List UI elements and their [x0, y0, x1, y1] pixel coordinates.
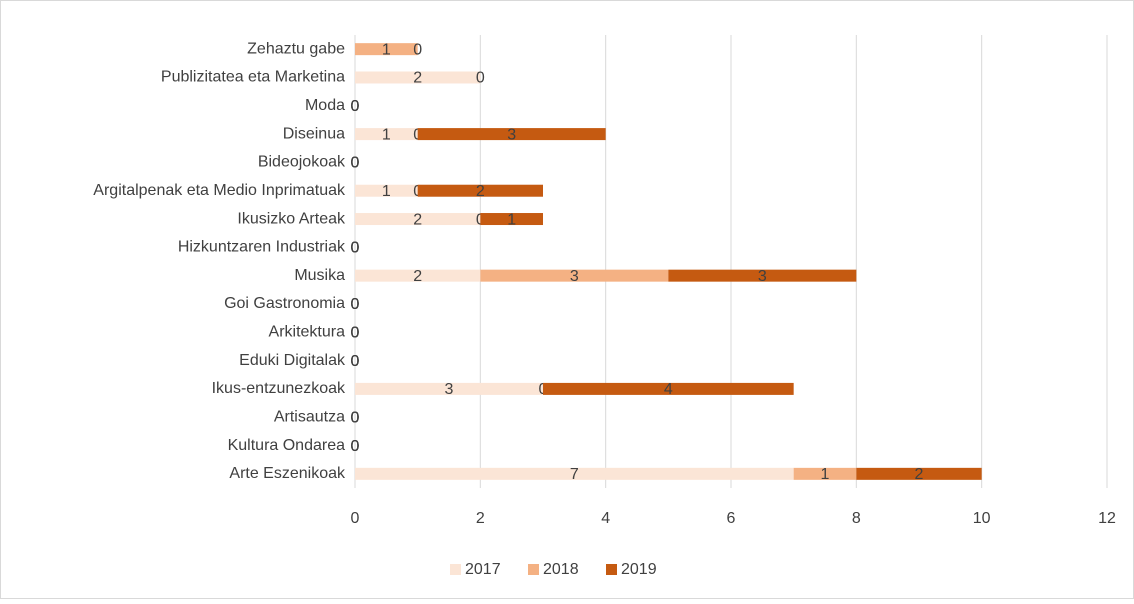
data-label: 2	[915, 466, 924, 483]
x-tick-label: 4	[601, 510, 610, 527]
y-tick-label: Kultura Ondarea	[228, 437, 346, 454]
legend-label: 2018	[543, 561, 579, 578]
y-tick-label: Hizkuntzaren Industriak	[178, 239, 346, 256]
legend-label: 2017	[465, 561, 501, 578]
data-label: 2	[413, 70, 422, 87]
data-label: 0	[351, 325, 360, 342]
y-tick-label: Musika	[294, 267, 345, 284]
bar-segment	[543, 382, 794, 395]
legend-swatch	[450, 564, 461, 575]
data-label: 0	[476, 70, 485, 87]
y-tick-label: Publizitatea eta Marketina	[161, 69, 345, 86]
data-label: 0	[351, 240, 360, 257]
data-label: 2	[413, 268, 422, 285]
data-label: 0	[351, 155, 360, 172]
bar-segment	[355, 467, 794, 480]
x-tick-label: 10	[973, 510, 991, 527]
x-tick-label: 8	[852, 510, 861, 527]
data-label: 0	[351, 353, 360, 370]
bar-segment	[355, 71, 481, 84]
data-label: 0	[351, 325, 360, 342]
bar-segment	[480, 269, 669, 282]
data-label: 3	[758, 268, 767, 285]
y-tick-label: Arkitektura	[269, 324, 346, 341]
y-tick-label: Moda	[305, 97, 345, 114]
data-label: 0	[351, 353, 360, 370]
data-label: 3	[445, 381, 454, 398]
x-tick-label: 0	[351, 510, 360, 527]
data-label: 0	[351, 98, 360, 115]
x-tick-label: 6	[727, 510, 736, 527]
data-label: 0	[351, 240, 360, 257]
y-tick-label: Diseinua	[283, 125, 345, 142]
data-label: 0	[351, 438, 360, 455]
data-label: 0	[351, 409, 360, 426]
y-tick-label: Ikusizko Arteak	[237, 210, 346, 227]
y-tick-label: Artisautza	[274, 408, 345, 425]
legend-swatch	[606, 564, 617, 575]
bar-segment	[355, 43, 418, 56]
data-label: 4	[664, 381, 673, 398]
bar-segment	[668, 269, 857, 282]
bar-segment	[417, 184, 543, 197]
bar-segment	[856, 467, 982, 480]
data-label: 0	[351, 296, 360, 313]
data-label: 0	[351, 98, 360, 115]
data-label: 0	[351, 296, 360, 313]
bar-segment	[355, 184, 418, 197]
bar-segment	[355, 269, 481, 282]
y-tick-label: Zehaztu gabe	[247, 40, 345, 57]
data-label: 2	[476, 183, 485, 200]
data-label: 0	[351, 409, 360, 426]
data-label: 7	[570, 466, 579, 483]
x-tick-label: 2	[476, 510, 485, 527]
data-label: 0	[351, 438, 360, 455]
y-tick-label: Bideojokoak	[258, 154, 346, 171]
x-tick-label: 12	[1098, 510, 1116, 527]
bar-segment	[355, 128, 418, 141]
bar-segment	[355, 382, 543, 395]
y-tick-label: Goi Gastronomia	[224, 295, 345, 312]
y-tick-label: Arte Eszenikoak	[229, 465, 346, 482]
data-label: 0	[351, 353, 360, 370]
data-label: 0	[351, 98, 360, 115]
bar-segment	[355, 213, 481, 226]
bar-segment	[417, 128, 606, 141]
data-label: 0	[351, 325, 360, 342]
data-label: 0	[351, 296, 360, 313]
data-label: 1	[821, 466, 830, 483]
bar-segment	[480, 213, 543, 226]
data-label: 0	[351, 409, 360, 426]
data-label: 0	[351, 438, 360, 455]
data-label: 1	[507, 211, 516, 228]
y-tick-label: Ikus-entzunezkoak	[212, 380, 346, 397]
data-label: 2	[413, 211, 422, 228]
data-label: 3	[570, 268, 579, 285]
legend-label: 2019	[621, 561, 657, 578]
data-label: 0	[351, 240, 360, 257]
y-tick-label: Argitalpenak eta Medio Inprimatuak	[93, 182, 346, 199]
data-label: 3	[507, 126, 516, 143]
data-label: 0	[351, 155, 360, 172]
data-label: 0	[351, 155, 360, 172]
data-label: 0	[413, 41, 422, 58]
data-label: 1	[382, 183, 391, 200]
bar-segment	[793, 467, 857, 480]
y-tick-label: Eduki Digitalak	[239, 352, 346, 369]
data-label: 1	[382, 41, 391, 58]
legend-swatch	[528, 564, 539, 575]
data-label: 1	[382, 126, 391, 143]
